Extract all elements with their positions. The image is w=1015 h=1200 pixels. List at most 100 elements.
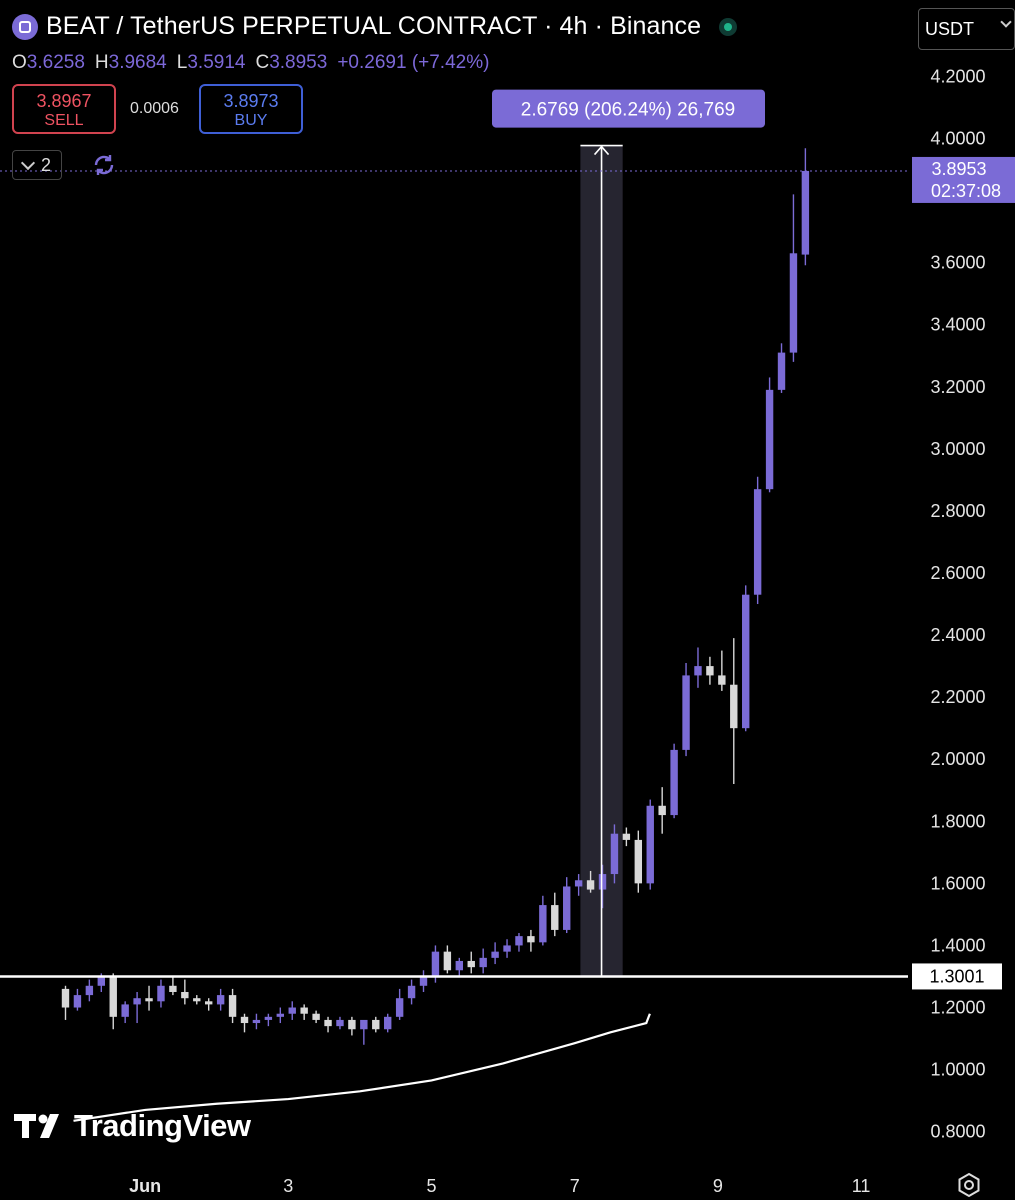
ohlc-high: H3.9684 [94,52,167,73]
ohlc-close: C3.8953 [255,52,328,73]
candle [491,942,499,965]
candle-body [718,675,726,685]
y-axis[interactable]: 4.2000 4.0000 3.6000 3.4000 3.2000 3.0000 2.80… [930,66,985,1141]
candle-body [574,880,583,887]
moving-average-line [73,1013,651,1122]
chevron-down-icon [1000,16,1012,28]
candle [205,998,213,1011]
ohlc-low: L3.5914 [176,52,246,73]
x-tick-label: Jun [129,1176,161,1196]
candle-body [407,985,416,999]
candle-body [801,170,810,255]
candle [801,148,810,266]
measure-label-box [492,89,765,128]
symbol-header[interactable]: BEAT / TetherUS PERPETUAL CONTRACT · 4h … [12,12,738,41]
candle [360,1019,368,1045]
candle-body [515,936,523,946]
candle-body [372,1019,380,1030]
x-tick-label: 11 [852,1176,871,1196]
candles-layer [61,148,810,1045]
candle [789,194,798,362]
currency-select[interactable]: USDT [918,8,1015,50]
candle [670,743,678,819]
spread-value: 0.0006 [130,100,179,117]
candle [443,945,452,974]
y-tick-label: 1.2000 [930,998,985,1018]
candle-body [610,833,619,875]
candle [61,985,70,1020]
candle [264,1013,273,1027]
candle-body [336,1019,344,1027]
candle [467,951,475,974]
candle-body [670,749,678,816]
symbol-title[interactable]: BEAT / TetherUS PERPETUAL CONTRACT · 4h … [46,12,702,40]
candle-body [527,936,535,943]
candle [777,343,786,393]
chevron-down-icon [20,155,36,170]
y-tick-label: 3.6000 [930,253,985,273]
candle [765,377,774,493]
y-tick-label: 4.2000 [930,66,985,86]
candle-body [563,886,571,930]
y-tick-label: 2.8000 [930,501,985,521]
bar-countdown-label: 02:37:08 [931,181,1001,201]
candle [252,1013,261,1030]
candle-body [730,684,738,729]
x-tick-label: 7 [570,1176,580,1196]
last-price-label-box [912,156,1015,203]
candle [85,979,94,1002]
candle [551,892,559,937]
candle-body [503,945,511,952]
buy-label: BUY [234,112,268,129]
horizontal-level-label-box [912,963,1002,990]
candle [527,929,535,952]
candle-body [443,951,452,971]
candle-body [467,960,475,968]
sell-button[interactable]: 3.8967 SELL [12,84,116,134]
candle [216,988,225,1011]
candle-body [216,995,225,1005]
candle [634,830,643,893]
y-tick-label: 2.4000 [930,625,985,645]
indicators-toggle-button[interactable]: 2 [12,150,62,180]
candle-body [539,905,547,943]
x-axis[interactable]: Jun 3 5 7 9 11 [129,1176,870,1196]
y-tick-label: 3.4000 [930,315,985,335]
candle [718,650,726,691]
candle [228,988,237,1024]
horizontal-level-label: 1.3001 [929,966,984,986]
candle-body [395,998,404,1017]
buy-button[interactable]: 3.8973 BUY [199,84,303,134]
candle [372,1016,380,1033]
candle-body [765,389,774,490]
candle-body [598,874,607,890]
candle [348,1016,356,1036]
candle-body [694,666,702,676]
candle-body [384,1016,392,1030]
candle [658,787,666,834]
candle-body [789,253,798,353]
y-tick-label: 2.6000 [930,563,985,583]
buy-price: 3.8973 [223,91,279,111]
candle [276,1007,285,1024]
candle [622,827,631,847]
watermark-text: TradingView [74,1108,251,1143]
candle-body [228,995,237,1017]
ohlc-legend: O3.6258 H3.9684 L3.5914 C3.8953 +0.2691 … [12,52,489,74]
y-tick-label: 2.2000 [930,687,985,707]
candle-body [622,833,631,840]
candle-body [777,352,786,390]
candle [384,1013,392,1033]
candle [753,476,762,605]
candle [300,1004,308,1020]
candle [742,585,750,732]
y-tick-label: 1.4000 [930,935,985,955]
refresh-icon[interactable] [92,153,116,177]
x-tick-label: 3 [283,1176,293,1196]
candle-body [634,839,643,884]
candle [682,662,690,757]
candle-body [73,995,82,1008]
measure-label: 2.6769 (206.24%) 26,769 [521,100,735,121]
settings-icon[interactable] [956,1172,982,1198]
